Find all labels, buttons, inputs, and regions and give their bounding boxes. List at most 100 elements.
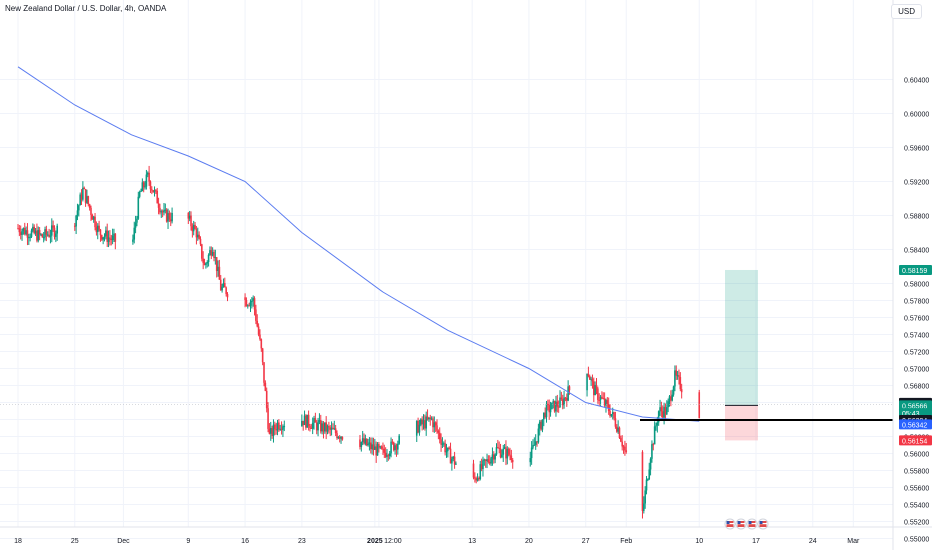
candle-body: [146, 172, 149, 175]
candle-body: [676, 375, 679, 377]
candle-body: [507, 449, 510, 455]
candle-body: [455, 463, 457, 465]
candle-body: [607, 403, 610, 412]
candle-body: [614, 418, 617, 427]
candle-body: [378, 444, 380, 448]
candle-body: [160, 211, 163, 213]
y-tick-label: 0.57600: [904, 316, 929, 323]
candle-body: [476, 478, 479, 481]
candle-body: [157, 203, 160, 208]
candle-body: [148, 172, 150, 182]
flag-stripe: [726, 523, 734, 525]
candle-body: [479, 464, 482, 480]
candle-body: [38, 230, 41, 235]
position-stop-zone: [725, 405, 758, 441]
candle-body: [432, 418, 434, 428]
candle-body: [660, 407, 663, 412]
candle-body: [152, 190, 154, 193]
candle-body: [191, 226, 194, 232]
candle-body: [418, 424, 421, 433]
candle-body: [36, 230, 38, 241]
y-tick-label: 0.60400: [904, 78, 929, 85]
candle-body: [563, 397, 565, 406]
candle-body: [506, 449, 509, 459]
candle-body: [530, 447, 533, 459]
candle-body: [668, 396, 671, 402]
candle-body: [369, 442, 372, 450]
candle-body: [322, 423, 325, 432]
candle-body: [428, 417, 430, 420]
candle-body: [217, 266, 219, 272]
x-tick-label: 20: [525, 538, 533, 545]
currency-button[interactable]: USD: [891, 4, 922, 19]
candle-body: [278, 422, 280, 430]
candle-body: [225, 287, 227, 295]
candle-body: [359, 439, 361, 447]
candle-body: [276, 422, 279, 431]
candle-body: [656, 422, 659, 426]
y-tick-label: 0.56800: [904, 384, 929, 391]
x-tick-label: 25: [71, 538, 79, 545]
candle-body: [87, 196, 90, 205]
candle-body: [368, 442, 371, 444]
candle-body: [495, 447, 498, 455]
candle-body: [595, 384, 598, 389]
x-tick-label: 18: [14, 538, 22, 545]
candle-body: [256, 320, 259, 327]
candle-body: [666, 407, 668, 415]
candle-body: [491, 454, 494, 459]
candle-body: [425, 416, 428, 429]
candle-body: [318, 420, 321, 423]
candle-body: [556, 401, 559, 407]
candle-body: [529, 458, 532, 463]
candle-body: [426, 416, 429, 420]
candle-body: [374, 446, 376, 450]
candle-body: [265, 390, 268, 409]
candle-body: [621, 441, 623, 447]
candle-body: [591, 378, 594, 382]
candle-body: [497, 447, 499, 449]
candle-body: [56, 225, 58, 234]
candle-body: [449, 448, 452, 464]
candle-body: [380, 446, 383, 449]
candle-body: [447, 447, 449, 452]
candle-body: [333, 428, 336, 430]
candle-body: [555, 401, 557, 412]
chart-title: New Zealand Dollar / U.S. Dollar, 4h, OA…: [5, 4, 167, 13]
candle-body: [438, 432, 441, 440]
price-label-text: 0.58159: [902, 268, 927, 275]
candle-body: [261, 348, 264, 363]
candle-body: [203, 262, 206, 265]
candle-body: [437, 430, 440, 433]
candle-body: [29, 236, 31, 238]
candle-body: [73, 225, 76, 227]
candle-body: [494, 454, 496, 460]
candle-body: [283, 426, 286, 428]
candle-body: [17, 228, 19, 230]
candle-body: [169, 219, 172, 222]
candle-body: [364, 438, 367, 444]
candle-body: [224, 283, 226, 288]
candle-body: [138, 191, 141, 197]
candle-body: [397, 443, 399, 450]
candle-body: [314, 418, 317, 423]
candle-body: [590, 378, 592, 380]
candle-body: [679, 377, 682, 390]
candle-body: [384, 452, 387, 457]
candle-body: [140, 191, 142, 193]
candle-body: [137, 196, 140, 219]
candle-body: [567, 386, 569, 401]
candle-body: [486, 459, 488, 462]
candle-body: [310, 427, 313, 429]
candle-body: [601, 396, 603, 399]
candle-body: [663, 406, 665, 418]
candle-body: [324, 422, 326, 432]
candle-body: [382, 448, 384, 450]
candle-body: [165, 209, 168, 222]
candle-body: [492, 454, 495, 460]
candle-body: [613, 412, 615, 419]
candle-body: [88, 204, 91, 208]
y-tick-label: 0.56000: [904, 452, 929, 459]
x-tick-label: Dec: [117, 538, 130, 545]
